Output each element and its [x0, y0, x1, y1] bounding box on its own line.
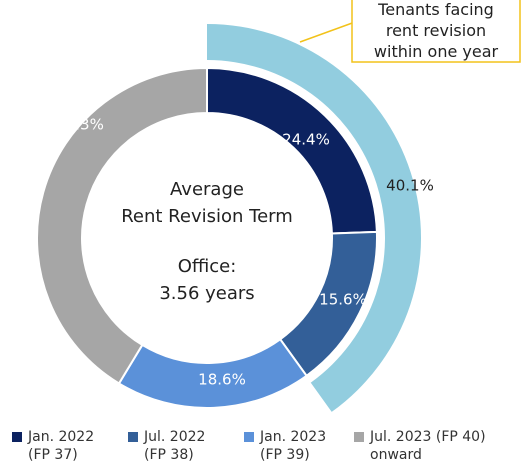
legend-swatch [354, 432, 364, 442]
data-label: 41.3% [56, 116, 104, 134]
data-label: 15.6% [319, 291, 367, 309]
center-value: Office: [178, 256, 237, 277]
callout-leader [299, 21, 356, 43]
legend: Jan. 2022 (FP 37) Jul. 2022 (FP 38) Jan. 2… [0, 428, 524, 476]
callout-box [351, 0, 521, 63]
legend-label: Jan. 2022 (FP 37) [28, 429, 95, 463]
legend-label: Jul. 2023 (FP 40) onward [370, 429, 486, 463]
center-label: Rent Revision Term [121, 206, 293, 227]
legend-swatch [128, 432, 138, 442]
center-value: 3.56 years [159, 283, 254, 304]
legend-swatch [12, 432, 22, 442]
callout-line: within one year [374, 42, 499, 61]
legend-label: Jan. 2023 (FP 39) [260, 429, 327, 463]
outer-label: 40.1% [386, 177, 434, 195]
donut-segment [36, 66, 208, 385]
data-label: 18.6% [198, 371, 246, 389]
outer-ring [207, 24, 421, 412]
legend-label: Jul. 2022 (FP 38) [144, 429, 206, 463]
center-label: Average [170, 179, 244, 200]
chart: 24.4% 15.6% 18.6% 41.3% 40.1% Tenants facing r… [36, 0, 521, 412]
callout-line: rent revision [386, 21, 486, 40]
callout-line: Tenants facing [377, 0, 494, 19]
legend-swatch [244, 432, 254, 442]
callout-text: Tenants facing rent revision within one ye… [374, 0, 499, 61]
data-label: 24.4% [282, 131, 330, 149]
